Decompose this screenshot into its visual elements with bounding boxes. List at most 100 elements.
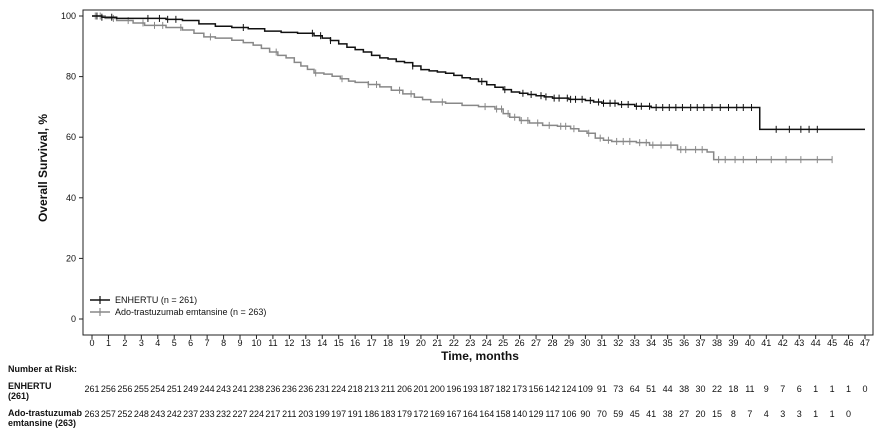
y-axis-title: Overall Survival, % — [36, 114, 50, 222]
x-tick-label: 38 — [712, 338, 722, 348]
risk-count: 203 — [298, 409, 313, 419]
risk-count: 20 — [696, 409, 706, 419]
risk-count: 251 — [167, 384, 182, 394]
risk-count: 164 — [463, 409, 478, 419]
risk-count: 38 — [679, 384, 689, 394]
x-tick-label: 2 — [122, 338, 127, 348]
risk-label-tdm1-line1: Ado-trastuzumab — [8, 408, 83, 418]
risk-count: 1 — [830, 409, 835, 419]
x-tick-label: 15 — [334, 338, 344, 348]
risk-count: 252 — [117, 409, 132, 419]
risk-count: 186 — [364, 409, 379, 419]
risk-heading: Number at Risk: — [8, 364, 77, 374]
x-tick-label: 32 — [613, 338, 623, 348]
risk-label-enhertu-line2: (261) — [8, 391, 29, 401]
risk-count: 213 — [364, 384, 379, 394]
risk-count: 156 — [529, 384, 544, 394]
risk-count: 51 — [646, 384, 656, 394]
risk-count: 263 — [84, 409, 99, 419]
risk-count: 41 — [646, 409, 656, 419]
x-tick-label: 42 — [778, 338, 788, 348]
x-tick-label: 18 — [383, 338, 393, 348]
risk-count: 201 — [413, 384, 428, 394]
risk-count: 206 — [397, 384, 412, 394]
x-axis-title: Time, months — [441, 349, 519, 363]
x-tick-label: 34 — [646, 338, 656, 348]
risk-count: 73 — [613, 384, 623, 394]
risk-count: 249 — [183, 384, 198, 394]
y-tick-label: 40 — [66, 193, 76, 203]
y-tick-label: 60 — [66, 132, 76, 142]
risk-count: 44 — [663, 384, 673, 394]
risk-count: 22 — [712, 384, 722, 394]
x-tick-label: 24 — [482, 338, 492, 348]
y-axis: 0 20 40 60 80 100 — [61, 11, 83, 324]
risk-count: 211 — [381, 384, 395, 394]
survival-curve-tdm1 — [92, 15, 833, 161]
x-tick-label: 19 — [399, 338, 409, 348]
risk-count: 248 — [134, 409, 149, 419]
x-tick-label: 47 — [860, 338, 870, 348]
risk-count: 236 — [265, 384, 280, 394]
y-tick-label: 80 — [66, 72, 76, 82]
risk-count: 0 — [846, 409, 851, 419]
risk-count: 242 — [167, 409, 182, 419]
risk-count: 231 — [315, 384, 330, 394]
risk-count: 70 — [597, 409, 607, 419]
x-tick-label: 46 — [844, 338, 854, 348]
risk-count: 211 — [282, 409, 296, 419]
risk-count: 232 — [216, 409, 231, 419]
x-tick-label: 14 — [317, 338, 327, 348]
risk-count: 109 — [578, 384, 593, 394]
risk-count: 200 — [430, 384, 445, 394]
risk-count: 218 — [348, 384, 363, 394]
x-tick-label: 31 — [597, 338, 607, 348]
risk-count: 191 — [348, 409, 363, 419]
risk-count: 187 — [479, 384, 494, 394]
risk-count: 261 — [84, 384, 99, 394]
x-tick-label: 1 — [106, 338, 111, 348]
risk-count: 233 — [200, 409, 215, 419]
x-tick-label: 37 — [696, 338, 706, 348]
survival-curves — [92, 12, 865, 164]
risk-count: 193 — [463, 384, 478, 394]
risk-count: 179 — [397, 409, 412, 419]
risk-count: 224 — [249, 409, 264, 419]
x-tick-label: 9 — [238, 338, 243, 348]
x-tick-label: 21 — [432, 338, 442, 348]
x-tick-label: 20 — [416, 338, 426, 348]
x-tick-label: 11 — [268, 338, 277, 348]
x-tick-label: 12 — [284, 338, 294, 348]
x-tick-label: 4 — [155, 338, 160, 348]
risk-count: 38 — [663, 409, 673, 419]
risk-count: 199 — [315, 409, 330, 419]
risk-count: 172 — [413, 409, 428, 419]
risk-count: 140 — [512, 409, 527, 419]
legend: ENHERTU (n = 261) Ado-trastuzumab emtans… — [90, 295, 266, 317]
x-tick-label: 28 — [548, 338, 558, 348]
risk-count: 4 — [764, 409, 769, 419]
risk-count: 256 — [101, 384, 116, 394]
risk-count: 64 — [630, 384, 640, 394]
y-tick-label: 100 — [61, 11, 76, 21]
risk-count: 182 — [496, 384, 511, 394]
y-tick-label: 0 — [71, 314, 76, 324]
risk-count: 9 — [764, 384, 769, 394]
risk-count: 27 — [679, 409, 689, 419]
x-tick-label: 39 — [728, 338, 738, 348]
x-tick-label: 16 — [350, 338, 360, 348]
x-tick-label: 23 — [465, 338, 475, 348]
x-tick-label: 35 — [663, 338, 673, 348]
x-tick-label: 29 — [564, 338, 574, 348]
risk-count: 59 — [613, 409, 623, 419]
risk-count: 169 — [430, 409, 445, 419]
risk-count: 1 — [846, 384, 851, 394]
plot-frame — [82, 9, 874, 336]
risk-count: 224 — [331, 384, 346, 394]
risk-count: 167 — [446, 409, 461, 419]
risk-count: 30 — [696, 384, 706, 394]
risk-count: 237 — [183, 409, 198, 419]
x-tick-label: 26 — [515, 338, 525, 348]
x-tick-label: 5 — [172, 338, 177, 348]
risk-count: 7 — [747, 409, 752, 419]
